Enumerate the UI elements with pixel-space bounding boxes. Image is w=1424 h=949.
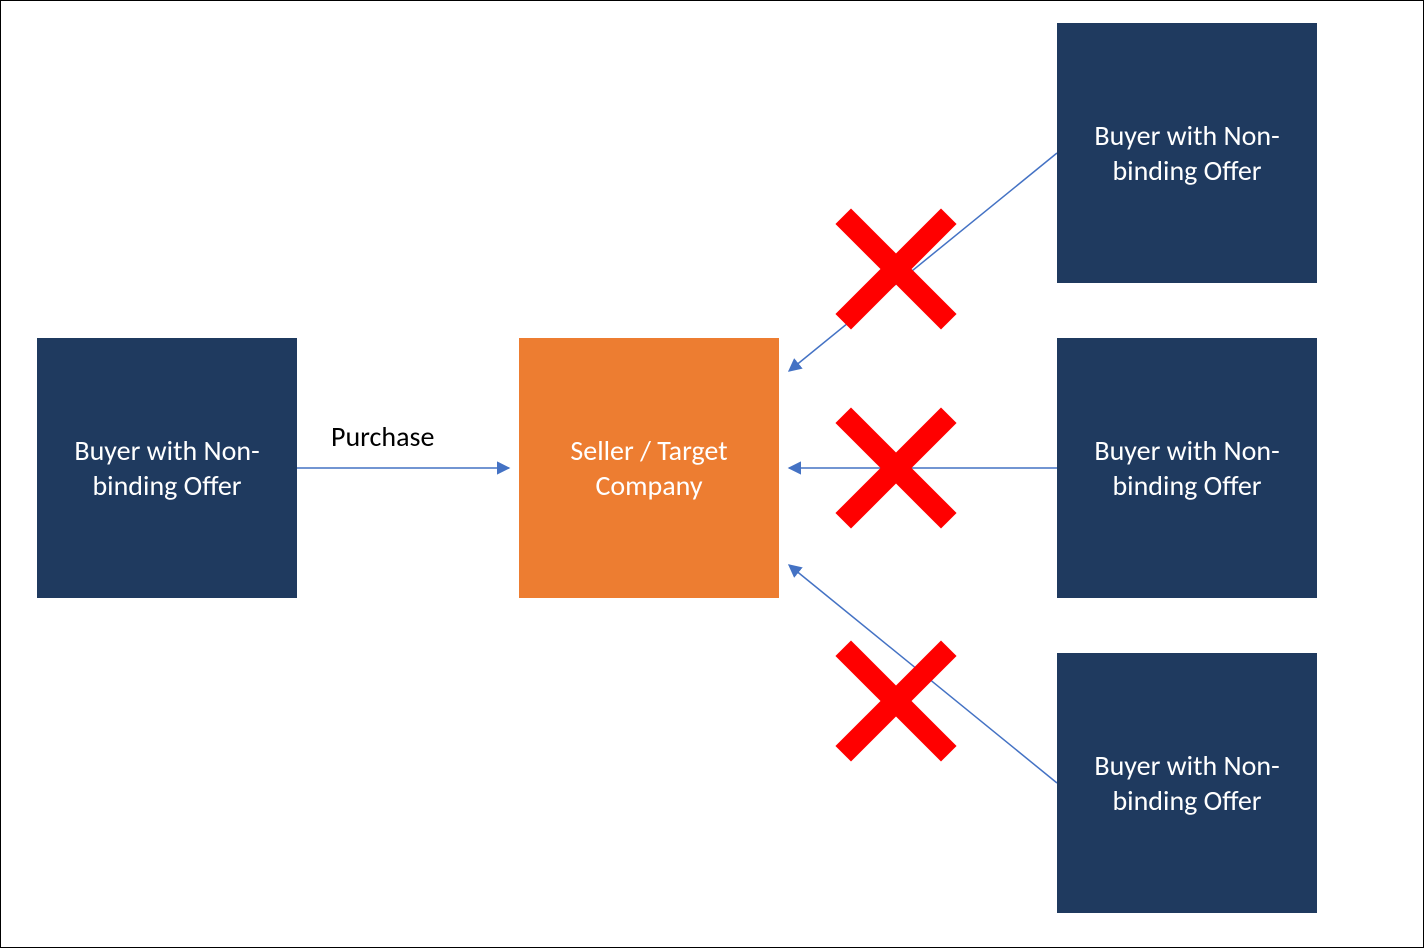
node-buyer-left: Buyer with Non-binding Offer — [37, 338, 297, 598]
node-label: Buyer with Non-binding Offer — [1067, 748, 1307, 818]
diagram-canvas: Purchase Buyer with Non-binding Offer Sell… — [0, 0, 1424, 948]
node-buyer-right-1: Buyer with Non-binding Offer — [1057, 23, 1317, 283]
edge-label-purchase-arrow: Purchase — [331, 419, 434, 454]
node-label: Buyer with Non-binding Offer — [1067, 118, 1307, 188]
reject-arrow-1 — [789, 153, 1057, 371]
reject-x-icon — [851, 224, 941, 314]
node-seller: Seller / Target Company — [519, 338, 779, 598]
node-buyer-right-3: Buyer with Non-binding Offer — [1057, 653, 1317, 913]
node-label: Buyer with Non-binding Offer — [1067, 433, 1307, 503]
node-label: Seller / Target Company — [529, 433, 769, 503]
reject-arrow-3 — [789, 565, 1057, 783]
node-buyer-right-2: Buyer with Non-binding Offer — [1057, 338, 1317, 598]
reject-x-icon — [851, 423, 941, 513]
reject-x-icon — [851, 656, 941, 746]
node-label: Buyer with Non-binding Offer — [47, 433, 287, 503]
